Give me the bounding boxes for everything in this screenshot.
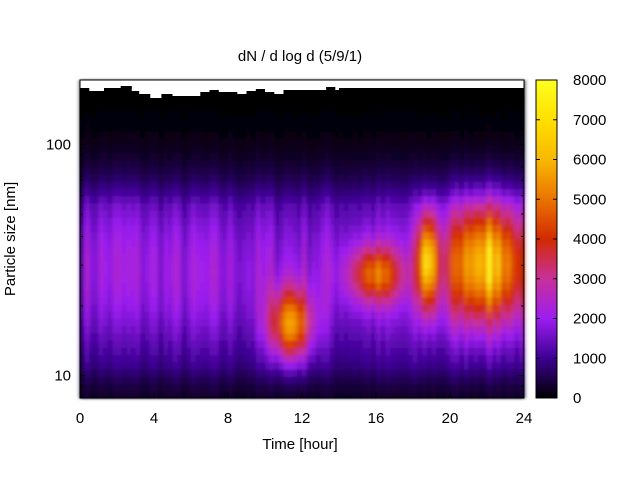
y-axis: 10 100 bbox=[46, 136, 524, 399]
colorbar-ticks: 0 1000 2000 3000 4000 5000 6000 7000 8000 bbox=[536, 72, 606, 407]
colorbar-gradient bbox=[536, 80, 557, 398]
colorbar-tick-label: 1000 bbox=[573, 350, 606, 367]
x-tick-label: 16 bbox=[368, 410, 385, 427]
colorbar-tick-label: 3000 bbox=[573, 271, 606, 288]
data-coverage-mask bbox=[80, 80, 524, 98]
colorbar-tick-label: 8000 bbox=[573, 72, 606, 89]
colorbar-tick-label: 6000 bbox=[573, 152, 606, 169]
x-tick-label: 0 bbox=[76, 410, 84, 427]
heatmap bbox=[80, 80, 525, 399]
colorbar-tick-label: 5000 bbox=[573, 191, 606, 208]
y-tick-label: 10 bbox=[54, 368, 71, 385]
y-axis-label: Particle size [nm] bbox=[2, 182, 19, 296]
colorbar-tick-label: 4000 bbox=[573, 231, 606, 248]
colorbar-tick-label: 0 bbox=[573, 390, 581, 407]
y-tick-label: 100 bbox=[46, 136, 71, 153]
colorbar: 0 1000 2000 3000 4000 5000 6000 7000 8000 bbox=[535, 72, 606, 407]
colorbar-tick-label: 2000 bbox=[573, 311, 606, 328]
colorbar-tick-label: 7000 bbox=[573, 112, 606, 129]
x-tick-label: 24 bbox=[516, 410, 533, 427]
x-tick-label: 20 bbox=[442, 410, 459, 427]
x-axis-label: Time [hour] bbox=[262, 436, 337, 453]
heatmap-cells bbox=[80, 80, 525, 399]
chart-title: dN / d log d (5/9/1) bbox=[238, 48, 362, 65]
x-tick-label: 4 bbox=[150, 410, 158, 427]
x-tick-label: 12 bbox=[294, 410, 311, 427]
x-tick-label: 8 bbox=[224, 410, 232, 427]
x-axis: 0 4 8 12 16 20 24 bbox=[76, 392, 533, 427]
